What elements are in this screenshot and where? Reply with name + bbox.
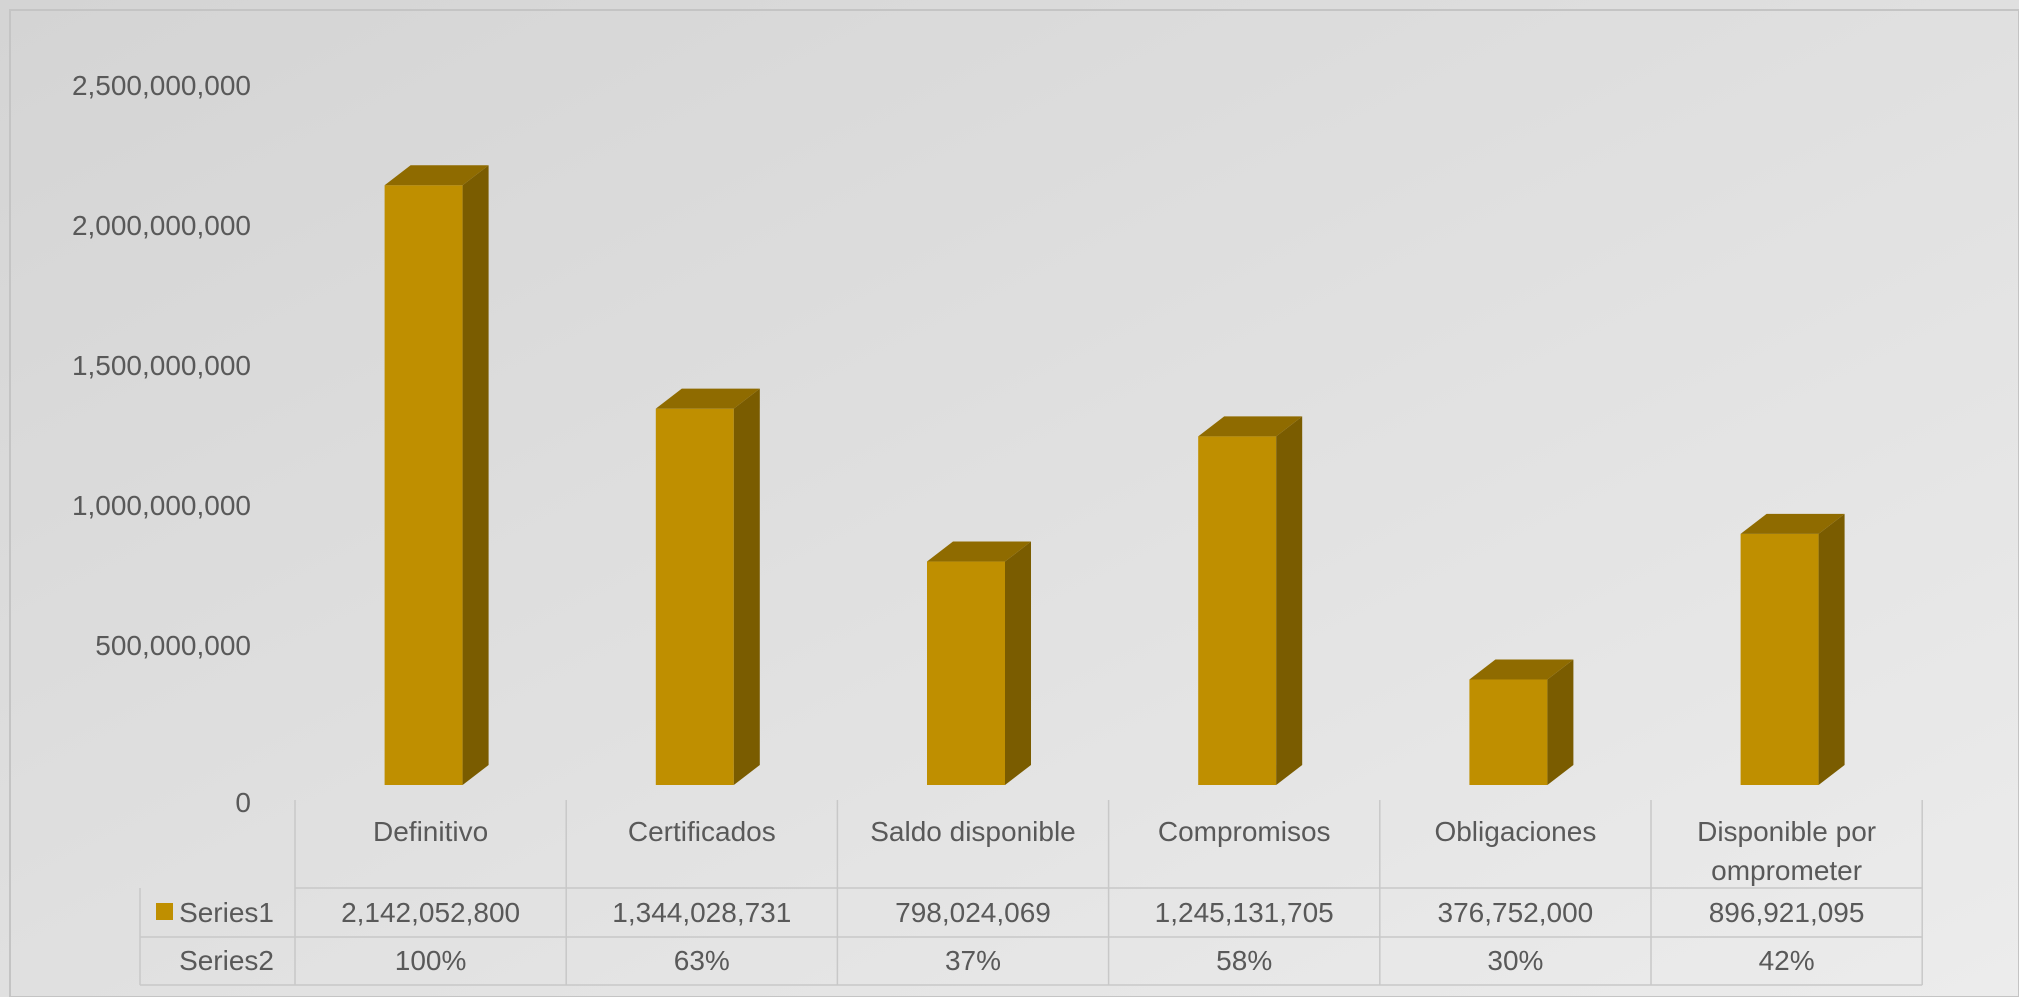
bar-front bbox=[384, 185, 463, 785]
bar-6 bbox=[1740, 513, 1845, 785]
y-tick-label: 0 bbox=[235, 787, 251, 818]
bar-5 bbox=[1469, 659, 1574, 785]
bar-side bbox=[1276, 416, 1303, 785]
y-tick-label: 1,000,000,000 bbox=[72, 490, 251, 521]
y-tick-label: 1,500,000,000 bbox=[72, 350, 251, 381]
data-table: Definitivo Certificados Saldo disponible Co… bbox=[139, 800, 1923, 986]
x-tick-label: Definitivo bbox=[373, 816, 488, 847]
bar-2 bbox=[655, 388, 760, 785]
bar-front bbox=[1198, 436, 1277, 785]
bar-side bbox=[1818, 513, 1845, 785]
bar-series bbox=[384, 165, 1845, 785]
bar-side bbox=[1547, 659, 1574, 785]
y-axis: 0 500,000,000 1,000,000,000 1,500,000,000 2,… bbox=[72, 70, 251, 818]
x-tick-label: Certificados bbox=[628, 816, 776, 847]
bar-top bbox=[927, 541, 1031, 562]
data-table-value: 58% bbox=[1216, 945, 1272, 976]
bar-1 bbox=[384, 165, 489, 785]
bar-top bbox=[655, 388, 760, 409]
bar-front bbox=[655, 408, 734, 785]
data-table-value: 896,921,095 bbox=[1709, 897, 1865, 928]
bar-top bbox=[1740, 513, 1845, 534]
y-tick-label: 2,000,000,000 bbox=[72, 210, 251, 241]
y-tick-label: 500,000,000 bbox=[95, 630, 251, 661]
data-table-value: 376,752,000 bbox=[1438, 897, 1594, 928]
data-table-value: 798,024,069 bbox=[895, 897, 1051, 928]
y-tick-label: 2,500,000,000 bbox=[72, 70, 251, 101]
x-tick-label: Disponible por omprometer bbox=[1697, 816, 1876, 886]
data-table-value: 2,142,052,800 bbox=[341, 897, 520, 928]
data-table-value: 1,344,028,731 bbox=[612, 897, 791, 928]
bar-side bbox=[1005, 541, 1031, 785]
legend-label-series2: Series2 bbox=[179, 945, 274, 976]
bar-side bbox=[462, 165, 489, 785]
bar-top bbox=[1469, 659, 1574, 680]
bar-front bbox=[1469, 679, 1548, 785]
bar-3 bbox=[927, 541, 1031, 785]
data-table-value: 42% bbox=[1759, 945, 1815, 976]
legend-swatch-series1 bbox=[156, 903, 173, 920]
data-table-value: 100% bbox=[395, 945, 467, 976]
x-tick-label: Saldo disponible bbox=[870, 816, 1076, 847]
data-table-value: 30% bbox=[1487, 945, 1543, 976]
data-table-value: 1,245,131,705 bbox=[1155, 897, 1334, 928]
bar-top bbox=[384, 165, 489, 186]
chart-border bbox=[9, 9, 2019, 997]
bar-front bbox=[927, 561, 1005, 785]
data-table-value: 37% bbox=[945, 945, 1001, 976]
bar-front bbox=[1740, 533, 1819, 785]
bar-side bbox=[733, 388, 760, 785]
x-tick-label: Obligaciones bbox=[1434, 816, 1596, 847]
bar-top bbox=[1198, 416, 1303, 437]
x-tick-label: Compromisos bbox=[1158, 816, 1331, 847]
bar-4 bbox=[1198, 416, 1303, 785]
data-table-value: 63% bbox=[674, 945, 730, 976]
legend-label-series1: Series1 bbox=[179, 897, 274, 928]
